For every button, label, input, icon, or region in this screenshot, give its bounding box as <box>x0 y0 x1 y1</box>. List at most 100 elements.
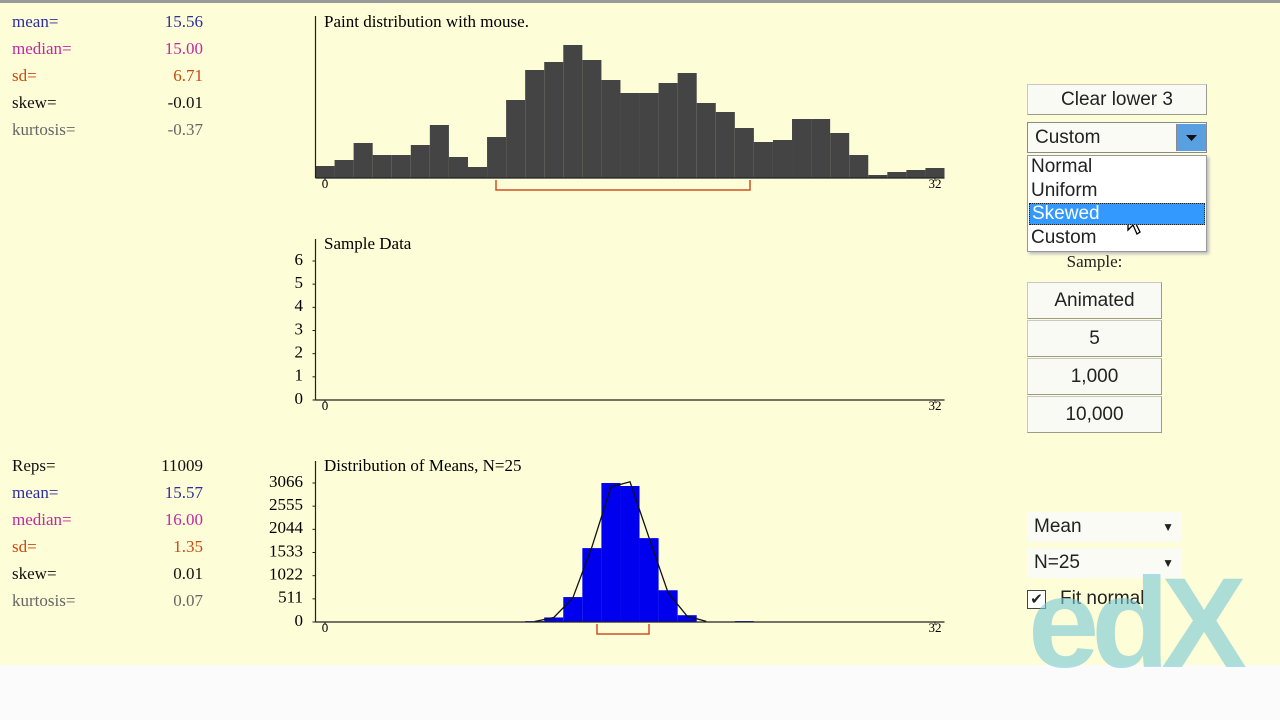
x-tick-label: 32 <box>928 176 941 191</box>
bar <box>525 70 545 178</box>
stat-label: sd= <box>12 537 37 556</box>
dropdown-option[interactable]: Skewed <box>1029 203 1205 225</box>
range-bracket <box>596 624 650 635</box>
bar <box>315 166 335 178</box>
bar <box>734 128 754 178</box>
y-tick-label: 0 <box>295 389 304 408</box>
bar <box>353 143 373 178</box>
stat-value: 11009 <box>161 456 203 475</box>
stat-label: kurtosis= <box>12 591 75 610</box>
y-tick-label: 6 <box>295 250 304 269</box>
bar <box>658 590 678 622</box>
bar <box>506 100 526 178</box>
bar <box>544 617 564 622</box>
statistic-select[interactable]: Mean ▼ <box>1027 512 1182 542</box>
y-tick-label: 1 <box>295 366 304 385</box>
stat-value: -0.01 <box>168 93 203 112</box>
stat-value: 0.07 <box>173 591 203 610</box>
bar <box>849 155 869 178</box>
chart-title: Distribution of Means, N=25 <box>324 456 522 475</box>
stat-value: 6.71 <box>173 66 203 85</box>
y-tick-label: 2555 <box>269 495 303 514</box>
bar <box>620 93 640 178</box>
bar <box>620 485 640 622</box>
y-tick-label: 0 <box>295 611 304 630</box>
x-tick-label: 0 <box>322 620 329 635</box>
watermark: edX <box>1028 552 1247 695</box>
arrow: ▼ <box>1162 520 1174 534</box>
y-tick-label: 2044 <box>269 518 304 537</box>
n-select[interactable]: N=25 ▼ <box>1027 548 1182 578</box>
sample-button[interactable]: 10,000 <box>1027 396 1162 433</box>
y-tick-label: 4 <box>295 296 304 315</box>
dropdown-option[interactable]: Custom <box>1031 226 1097 248</box>
sample-button[interactable]: 5 <box>1027 320 1162 357</box>
fit-line <box>534 480 707 623</box>
stat-label: sd= <box>12 66 37 85</box>
y-tick-label: 3 <box>295 319 304 338</box>
y-tick-label: 511 <box>278 588 303 607</box>
bar <box>429 125 449 178</box>
dropdown-arrow[interactable] <box>1176 124 1206 151</box>
select-value: Custom <box>1035 126 1101 148</box>
arrow <box>1186 135 1197 141</box>
bar <box>582 548 602 622</box>
stat-value: 1.35 <box>173 537 203 556</box>
bar <box>811 119 831 178</box>
stat-label: Reps= <box>12 456 56 475</box>
stat-label: skew= <box>12 93 57 112</box>
select-value: N=25 <box>1034 552 1080 573</box>
bar <box>639 93 659 178</box>
chart-title: Sample Data <box>324 234 412 253</box>
bar <box>563 597 583 622</box>
stat-value: 15.57 <box>165 483 204 502</box>
arrow: ▼ <box>1162 556 1174 570</box>
dropdown-option[interactable]: Uniform <box>1031 179 1098 201</box>
bar <box>601 80 621 178</box>
x-tick-label: 32 <box>928 398 941 413</box>
bar <box>448 157 468 178</box>
y-tick-label: 5 <box>295 273 304 292</box>
stat-label: skew= <box>12 564 57 583</box>
bar <box>582 60 602 178</box>
bar <box>410 145 430 178</box>
bar <box>715 112 735 178</box>
arrow-icon <box>1186 135 1197 141</box>
stat-value: 15.00 <box>165 39 203 58</box>
clear-button[interactable]: Clear lower 3 <box>1027 84 1207 115</box>
stat-label: mean= <box>12 12 58 31</box>
checkbox[interactable]: ✔ <box>1027 589 1046 609</box>
bar <box>677 73 697 178</box>
stat-value: 15.56 <box>165 12 203 31</box>
stat-label: median= <box>12 39 72 58</box>
bar <box>334 160 354 178</box>
bar <box>696 103 716 178</box>
y-tick-label: 2 <box>295 343 304 362</box>
bar <box>487 137 507 178</box>
stat-label: median= <box>12 510 72 529</box>
stat-value: 16.00 <box>165 510 203 529</box>
stat-label: kurtosis= <box>12 120 75 139</box>
bar <box>372 155 392 178</box>
y-tick-label: 1533 <box>269 541 303 560</box>
bar <box>772 140 793 178</box>
bar <box>830 133 850 178</box>
sample-button[interactable]: Animated <box>1027 282 1162 319</box>
sample-button[interactable]: 1,000 <box>1027 358 1162 395</box>
checkbox-label: Fit normal <box>1060 588 1145 609</box>
dropdown-option[interactable]: Normal <box>1031 156 1093 177</box>
fit-checkbox[interactable]: ✔ Fit normal <box>1027 588 1144 610</box>
x-tick-label: 0 <box>322 398 329 413</box>
sample-label: Sample: <box>1066 252 1123 271</box>
x-tick-label: 0 <box>322 176 329 191</box>
bar <box>391 155 411 178</box>
bar <box>601 483 621 622</box>
stat-label: mean= <box>12 483 58 502</box>
bar <box>658 83 678 178</box>
bar <box>544 62 564 178</box>
bar <box>639 538 659 622</box>
charts: mean= 15.56 median= 15.00 sd= 6.71 skew= -0.01 k… <box>12 12 945 635</box>
bar <box>868 175 888 178</box>
y-tick-label: 1022 <box>269 565 303 584</box>
